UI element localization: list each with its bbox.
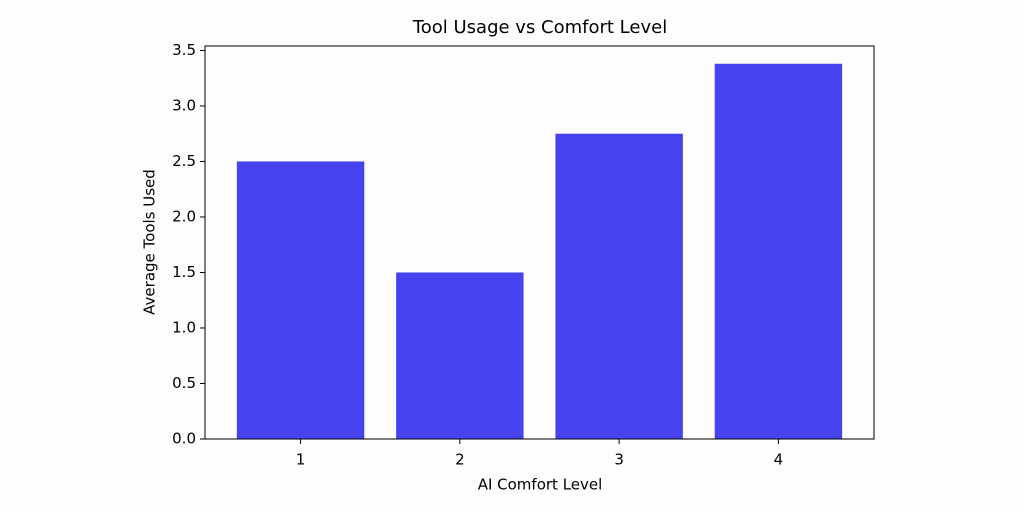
y-tick-label: 3.0 <box>172 96 196 114</box>
x-axis-label: AI Comfort Level <box>478 476 603 494</box>
bar <box>714 63 843 440</box>
plot-frame <box>204 45 875 440</box>
chart-title: Tool Usage vs Comfort Level <box>412 17 667 38</box>
y-axis-label: Average Tools Used <box>141 169 159 315</box>
y-tick-label: 1.5 <box>172 263 196 281</box>
x-tick-label: 4 <box>774 451 784 469</box>
y-tick-label: 0.5 <box>172 374 196 392</box>
bar <box>396 272 524 439</box>
x-tick-label: 3 <box>614 451 624 469</box>
y-tick-label: 3.5 <box>172 41 196 59</box>
y-tick-label: 2.0 <box>172 207 196 225</box>
y-tick-label: 0.0 <box>172 430 196 448</box>
bar <box>236 161 365 439</box>
bar <box>555 133 683 440</box>
x-tick-label: 2 <box>455 451 465 469</box>
y-tick-label: 2.5 <box>172 152 196 170</box>
y-tick-label: 1.0 <box>172 318 196 336</box>
x-tick-label: 1 <box>296 451 306 469</box>
